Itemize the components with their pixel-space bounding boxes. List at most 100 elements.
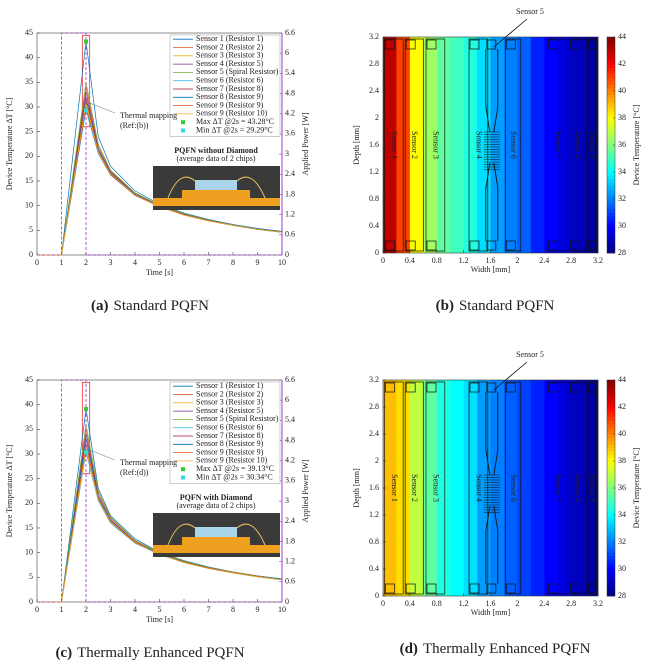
- sensor-label: Sensor 6: [509, 131, 518, 159]
- y-tick-label: 15: [25, 176, 33, 185]
- heat-cell: [503, 380, 518, 596]
- y-tick-label: 30: [25, 449, 33, 458]
- y-tick-label: 30: [25, 102, 33, 111]
- colorbar-step: [607, 427, 615, 432]
- heat-cell: [436, 380, 451, 596]
- heat-cell: [383, 37, 397, 253]
- panel: 0 1 2 3 4 5 6 7 8 9 1005101520253035404500.61.21.8…: [5, 375, 310, 662]
- inset-pad: [182, 537, 250, 545]
- y2-tick-label: 5.4: [285, 415, 295, 424]
- x-tick-label: 4: [133, 258, 137, 267]
- x-tick-label: 4: [133, 605, 137, 614]
- temperature-line: [37, 41, 283, 256]
- colorbar-step: [607, 77, 615, 82]
- heat-cell: [477, 37, 491, 253]
- colorbar-step: [607, 558, 615, 563]
- colorbar-step: [607, 457, 615, 462]
- legend-marker: [181, 475, 185, 480]
- caption-text: Standard PQFN: [459, 298, 555, 314]
- legend-label: Sensor 2 (Resistor 2): [196, 389, 264, 398]
- x-tick-label: 3: [109, 605, 113, 614]
- colorbar-step: [607, 165, 615, 170]
- y2-tick-label: 3.6: [285, 129, 295, 138]
- temperature-line: [37, 424, 283, 603]
- colorbar-step: [607, 161, 615, 166]
- y-tick-label: 0: [375, 591, 379, 600]
- colorbar-step: [607, 501, 615, 506]
- legend-marker: [181, 128, 185, 133]
- y-tick-label: 40: [25, 399, 33, 408]
- sensor-label: Sensor 9: [588, 131, 597, 159]
- x-tick-label: 1.6: [486, 256, 496, 265]
- y2-tick-label: 1.8: [285, 536, 295, 545]
- y-tick-label: 2.4: [369, 86, 379, 95]
- colorbar-step: [607, 474, 615, 479]
- annotation: (Ref:(d)): [120, 468, 149, 477]
- colorbar-step: [607, 239, 615, 244]
- x-tick-label: 0: [35, 258, 39, 267]
- heat-cell: [450, 380, 464, 596]
- y2-tick-label: 1.2: [285, 209, 295, 218]
- y2-tick-label: 6: [285, 395, 289, 404]
- colorbar-step: [607, 521, 615, 526]
- y-axis-label: Device Temperature ΔT [°C]: [5, 444, 14, 537]
- y-tick-label: 3.2: [369, 32, 379, 41]
- inset-wire: [167, 523, 266, 546]
- colorbar-step: [607, 84, 615, 89]
- x-tick-label: 7: [207, 605, 211, 614]
- x-tick-label: 1: [60, 258, 64, 267]
- sensor-outline: [586, 38, 598, 252]
- sensor-outline: [404, 38, 424, 252]
- colorbar-step: [607, 236, 615, 240]
- caption: (b) Standard PQFN: [436, 298, 555, 314]
- x-tick-label: 0.4: [405, 599, 415, 608]
- sensor-pad: [548, 39, 558, 50]
- y2-tick-label: 6: [285, 48, 289, 57]
- caption-text: Standard PQFN: [114, 298, 210, 314]
- colorbar-step: [607, 97, 615, 102]
- y-axis-label: Depth [mm]: [352, 125, 361, 165]
- x-tick-label: 1.2: [459, 599, 469, 608]
- legend-label: Sensor 6 (Resistor 6): [196, 423, 264, 432]
- x-tick-label: 9: [256, 605, 260, 614]
- inset-die: [195, 180, 237, 190]
- colorbar-step: [607, 420, 615, 425]
- legend-label: Sensor 2 (Resistor 2): [196, 42, 264, 51]
- x-tick-label: 3.2: [593, 599, 603, 608]
- colorbar-tick-label: 38: [618, 113, 626, 122]
- legend-label: Sensor 9 (Resistor 9): [196, 447, 264, 456]
- colorbar-step: [607, 53, 615, 58]
- legend-label: Sensor 5 (Spiral Resistor): [196, 67, 279, 76]
- colorbar-step: [607, 592, 615, 597]
- colorbar-step: [607, 434, 615, 438]
- colorbar-step: [607, 94, 615, 99]
- y-tick-label: 2.8: [369, 59, 379, 68]
- extreme-marker: [84, 450, 88, 455]
- x-tick-label: 2.4: [539, 599, 549, 608]
- colorbar-step: [607, 386, 615, 391]
- colorbar-tick-label: 32: [618, 537, 626, 546]
- panel: 0 1 2 3 4 5 6 7 8 9 1005101520253035404500.61.21.8…: [5, 28, 310, 315]
- x-axis-label: Width [mm]: [471, 265, 511, 274]
- colorbar-tick-label: 28: [618, 248, 626, 257]
- x-tick-label: 2.8: [566, 256, 576, 265]
- colorbar-step: [607, 124, 615, 129]
- annotation: Thermal mapping: [120, 111, 177, 120]
- colorbar-step: [607, 43, 615, 48]
- sensor-pad: [426, 39, 437, 50]
- annotation-arrow: [87, 448, 116, 461]
- colorbar-step: [607, 87, 615, 92]
- sensor-label: Sensor 3: [432, 131, 441, 159]
- colorbar-step: [607, 589, 615, 594]
- sensor-pad: [587, 39, 598, 50]
- x-tick-label: 2: [515, 599, 519, 608]
- colorbar-step: [607, 461, 615, 465]
- colorbar-tick-label: 42: [618, 59, 626, 68]
- legend-label: Sensor 1 (Resistor 1): [196, 381, 264, 390]
- colorbar-step: [607, 246, 615, 251]
- inset-pad: [182, 190, 250, 198]
- sensor-label: Sensor 7: [554, 474, 563, 502]
- sensor-outline: [404, 381, 424, 595]
- colorbar-step: [607, 417, 615, 421]
- extreme-marker: [84, 406, 88, 411]
